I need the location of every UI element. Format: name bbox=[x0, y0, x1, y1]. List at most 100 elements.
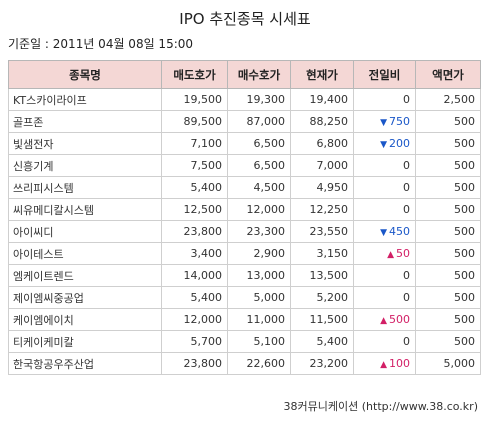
par-value-cell: 500 bbox=[415, 308, 481, 331]
stock-name-cell: 한국항공우주산업 bbox=[8, 352, 162, 375]
current-price-cell: 88,250 bbox=[290, 110, 354, 133]
table-row: KT스카이라이프 19,500 19,300 19,400 0 2,500 bbox=[8, 88, 481, 111]
par-value-cell: 500 bbox=[415, 110, 481, 133]
par-value-cell: 500 bbox=[415, 220, 481, 243]
current-price-cell: 12,250 bbox=[290, 198, 354, 221]
column-header-price: 현재가 bbox=[290, 60, 354, 89]
change-cell: 0 bbox=[353, 286, 416, 309]
table-row: 골프존 89,500 87,000 88,250 ▼ 750 500 bbox=[8, 110, 481, 133]
ask-price-cell: 23,800 bbox=[161, 220, 228, 243]
current-price-cell: 7,000 bbox=[290, 154, 354, 177]
change-value: 50 bbox=[396, 247, 410, 260]
bid-price-cell: 13,000 bbox=[227, 264, 291, 287]
par-value-cell: 5,000 bbox=[415, 352, 481, 375]
stock-name-cell: 아이테스트 bbox=[8, 242, 162, 265]
change-value: 0 bbox=[403, 159, 410, 172]
table-body: KT스카이라이프 19,500 19,300 19,400 0 2,500 골프존 89,50… bbox=[8, 88, 481, 375]
bid-price-cell: 12,000 bbox=[227, 198, 291, 221]
table-row: 빛샘전자 7,100 6,500 6,800 ▼ 200 500 bbox=[8, 132, 481, 155]
change-value: 0 bbox=[403, 269, 410, 282]
change-cell: 0 bbox=[353, 176, 416, 199]
change-value: 450 bbox=[389, 225, 410, 238]
ask-price-cell: 23,800 bbox=[161, 352, 228, 375]
stock-name-cell: 씨유메디칼시스템 bbox=[8, 198, 162, 221]
current-price-cell: 3,150 bbox=[290, 242, 354, 265]
bid-price-cell: 6,500 bbox=[227, 132, 291, 155]
source-credit: 38커뮤니케이션 (http://www.38.co.kr) bbox=[283, 400, 478, 413]
ask-price-cell: 5,400 bbox=[161, 176, 228, 199]
ask-price-cell: 7,100 bbox=[161, 132, 228, 155]
current-price-cell: 23,550 bbox=[290, 220, 354, 243]
ask-price-cell: 19,500 bbox=[161, 88, 228, 111]
change-cell: 0 bbox=[353, 154, 416, 177]
triangle-down-icon: ▼ bbox=[380, 140, 387, 150]
bid-price-cell: 23,300 bbox=[227, 220, 291, 243]
par-value-cell: 500 bbox=[415, 264, 481, 287]
bid-price-cell: 2,900 bbox=[227, 242, 291, 265]
triangle-up-icon: ▲ bbox=[380, 316, 387, 326]
column-header-change: 전일비 bbox=[353, 60, 416, 89]
current-price-cell: 11,500 bbox=[290, 308, 354, 331]
change-value: 0 bbox=[403, 93, 410, 106]
stock-name-cell: 제이엠씨중공업 bbox=[8, 286, 162, 309]
par-value-cell: 500 bbox=[415, 198, 481, 221]
bid-price-cell: 22,600 bbox=[227, 352, 291, 375]
par-value-cell: 500 bbox=[415, 330, 481, 353]
change-cell: ▼ 450 bbox=[353, 220, 416, 243]
ask-price-cell: 3,400 bbox=[161, 242, 228, 265]
table-row: 제이엠씨중공업 5,400 5,000 5,200 0 500 bbox=[8, 286, 481, 309]
current-price-cell: 13,500 bbox=[290, 264, 354, 287]
table-row: 쓰리피시스템 5,400 4,500 4,950 0 500 bbox=[8, 176, 481, 199]
column-header-par: 액면가 bbox=[415, 60, 481, 89]
table-header-row: 종목명 매도호가 매수호가 현재가 전일비 액면가 bbox=[8, 60, 481, 89]
change-cell: 0 bbox=[353, 330, 416, 353]
table-row: 티케이케미칼 5,700 5,100 5,400 0 500 bbox=[8, 330, 481, 353]
stock-name-cell: 신흥기계 bbox=[8, 154, 162, 177]
ask-price-cell: 5,700 bbox=[161, 330, 228, 353]
page-title: IPO 추진종목 시세표 bbox=[179, 10, 311, 28]
change-cell: ▼ 200 bbox=[353, 132, 416, 155]
change-cell: 0 bbox=[353, 88, 416, 111]
triangle-down-icon: ▼ bbox=[380, 228, 387, 238]
par-value-cell: 500 bbox=[415, 132, 481, 155]
stock-name-cell: 쓰리피시스템 bbox=[8, 176, 162, 199]
table-row: 씨유메디칼시스템 12,500 12,000 12,250 0 500 bbox=[8, 198, 481, 221]
table-row: 아이씨디 23,800 23,300 23,550 ▼ 450 500 bbox=[8, 220, 481, 243]
change-value: 0 bbox=[403, 335, 410, 348]
stock-name-cell: 티케이케미칼 bbox=[8, 330, 162, 353]
stock-name-cell: 엠케이트렌드 bbox=[8, 264, 162, 287]
change-value: 750 bbox=[389, 115, 410, 128]
par-value-cell: 500 bbox=[415, 176, 481, 199]
bid-price-cell: 11,000 bbox=[227, 308, 291, 331]
change-cell: ▲ 50 bbox=[353, 242, 416, 265]
ask-price-cell: 12,500 bbox=[161, 198, 228, 221]
par-value-cell: 2,500 bbox=[415, 88, 481, 111]
ask-price-cell: 12,000 bbox=[161, 308, 228, 331]
change-value: 500 bbox=[389, 313, 410, 326]
table-row: 한국항공우주산업 23,800 22,600 23,200 ▲ 100 5,000 bbox=[8, 352, 481, 375]
ask-price-cell: 5,400 bbox=[161, 286, 228, 309]
current-price-cell: 6,800 bbox=[290, 132, 354, 155]
current-price-cell: 5,400 bbox=[290, 330, 354, 353]
current-price-cell: 19,400 bbox=[290, 88, 354, 111]
change-value: 200 bbox=[389, 137, 410, 150]
column-header-bid: 매수호가 bbox=[227, 60, 291, 89]
current-price-cell: 5,200 bbox=[290, 286, 354, 309]
bid-price-cell: 6,500 bbox=[227, 154, 291, 177]
column-header-name: 종목명 bbox=[8, 60, 162, 89]
bid-price-cell: 5,100 bbox=[227, 330, 291, 353]
triangle-up-icon: ▲ bbox=[387, 250, 394, 260]
current-price-cell: 23,200 bbox=[290, 352, 354, 375]
change-cell: 0 bbox=[353, 198, 416, 221]
change-cell: ▲ 100 bbox=[353, 352, 416, 375]
change-cell: ▼ 750 bbox=[353, 110, 416, 133]
table-row: 아이테스트 3,400 2,900 3,150 ▲ 50 500 bbox=[8, 242, 481, 265]
table-row: 신흥기계 7,500 6,500 7,000 0 500 bbox=[8, 154, 481, 177]
change-value: 100 bbox=[389, 357, 410, 370]
ask-price-cell: 7,500 bbox=[161, 154, 228, 177]
ask-price-cell: 89,500 bbox=[161, 110, 228, 133]
base-date: 기준일 : 2011년 04월 08일 15:00 bbox=[8, 37, 194, 51]
triangle-up-icon: ▲ bbox=[380, 360, 387, 370]
stock-name-cell: 골프존 bbox=[8, 110, 162, 133]
quote-table: 종목명 매도호가 매수호가 현재가 전일비 액면가 KT스카이라이프 19,500… bbox=[8, 60, 481, 375]
